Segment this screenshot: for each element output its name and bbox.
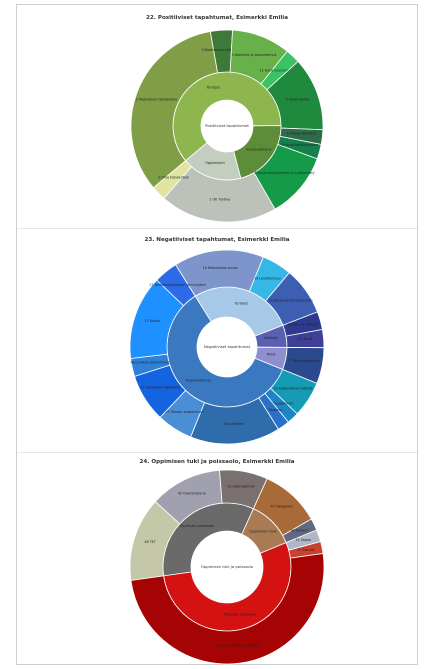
chart-2-outer-label: 28 Lyöminen	[223, 422, 244, 426]
chart-2-svg: 23. Negatiiviset tapahtumat, Esimerkki E…	[129, 237, 325, 445]
report-page	[16, 4, 418, 665]
chart-3-outer-label: 30 Lomaaikaan poissaolo	[217, 644, 259, 648]
chart-2-inner-label: Tunteet	[233, 301, 248, 305]
chart-1-outer-label: 2 Motivoinen työskentely	[136, 97, 177, 101]
chart-3-inner-label: Oppimisen tuki	[249, 529, 276, 533]
chart-2-outer-label: 17 Kiroilu	[145, 319, 161, 323]
chart-2-outer-label: 17 Tehtävien/ohjeiden laiminlyönti	[149, 283, 206, 287]
chart-2-outer-label: 20 Keskeytynyt oppiminen	[269, 298, 313, 302]
chart-3-outer-label: 46 TET	[144, 540, 156, 544]
chart-1-svg: 22. Positiiviset tapahtumat, Esimerkki E…	[130, 15, 324, 223]
chart-1-outer-label: 11 Hyvä vuorovaikutus	[259, 68, 297, 72]
chart-3-center-label: Oppimisen tuki ja poissaolo	[201, 564, 254, 569]
chart-1-plot: Tunteet Vuorovaikutus Oppiminen 2 Motivoine…	[130, 29, 324, 223]
chart-3-outer-label: 31 Sairaus	[297, 548, 315, 552]
chart-2-outer-label: 37 Sanallinen häiriköinti	[141, 386, 181, 390]
panel-divider-1	[17, 228, 417, 229]
chart-3-inner-label: Pidempi poissaolo	[224, 612, 256, 616]
chart-2-outer-segment	[156, 264, 196, 307]
chart-2-outer-label: 35 Toiseen koskeminen	[165, 410, 203, 414]
chart-2-outer-label: 18 Motivaation puute	[203, 266, 238, 270]
chart-3-outer-label: 44 Sairaus	[291, 529, 309, 533]
chart-2-inner-label: Muut	[267, 353, 277, 357]
chart-2-outer-label: 33 Epäasiallinen käytös	[274, 387, 313, 391]
chart-3-outer-label: 32 Jatko-opinnot	[227, 485, 255, 489]
chart-3-inner-label: Syyllinen poissaolo	[180, 524, 214, 528]
chart-1-outer-label: 8 Hyvä keskittyminen ja työskentely	[254, 171, 314, 175]
chart-2-inner-label: Vuorovaikutus	[185, 378, 211, 382]
chart-2-outer-label: 27 Muu tapahtuma	[288, 359, 319, 363]
chart-1-outer-segment	[130, 30, 219, 189]
chart-3-title: 24. Oppimisen tuki ja poissaolo, Esimerk…	[139, 459, 294, 465]
chart-2-plot: Tunteet Kiertely Muut Vuorovaikutus 18 Motiv…	[129, 249, 325, 445]
chart-1-outer-label: 5 Hyvä käytös	[286, 97, 310, 101]
chart-1-outer-label: 4 Itsetunto ja itsetuntemus	[232, 53, 277, 57]
chart-2-outer-label: 36 Luvaton poistuminen	[130, 361, 170, 365]
chart-1-inner-label: Vuorovaikutus	[246, 147, 272, 151]
chart-3-plot: Syyllinen poissaolo Oppimisen tuki Pidempi…	[129, 469, 325, 665]
chart-panel-1: 22. Positiiviset tapahtumat, Esimerkki E…	[17, 6, 417, 228]
chart-1-center-label: Positiiviset tapahtumat	[205, 123, 249, 128]
panel-divider-2	[17, 452, 417, 453]
chart-1-outer-label: 10 Hyvä keskittyminen	[280, 143, 318, 147]
chart-2-outer-label: 19 Levottomuus	[254, 277, 281, 281]
chart-1-outer-label: 3 Oma työskentely	[158, 176, 189, 180]
chart-1-outer-segment	[152, 160, 193, 199]
chart-2-outer-label: 34 Tappelu	[264, 408, 282, 412]
chart-panel-3: 24. Oppimisen tuki ja poissaolo, Esimerk…	[17, 453, 417, 665]
chart-3-outer-label: 41 Vapaa	[296, 538, 311, 542]
chart-2-outer-label: 21 Muut	[298, 337, 312, 341]
chart-3-outer-label: 45 Osaministerio	[178, 492, 206, 496]
chart-3-outer-segment	[130, 553, 325, 665]
chart-3-outer-label: 43 Tukiopetus	[270, 505, 293, 509]
chart-1-title: 22. Positiiviset tapahtumat, Esimerkki E…	[146, 15, 288, 21]
chart-2-inner-label: Kiertely	[264, 336, 279, 340]
chart-1-inner-label: Oppiminen	[205, 161, 225, 165]
chart-1-outer-label: 3 Myönteinen työskentely	[201, 48, 244, 52]
chart-1-inner-label: Tunteet	[205, 85, 220, 89]
chart-2-title: 23. Negatiiviset tapahtumat, Esimerkki E…	[144, 237, 289, 243]
chart-2-outer-label: 36 Kiusaaminen	[267, 402, 294, 406]
chart-2-center-label: Negatiiviset tapahtumat	[204, 344, 251, 349]
chart-1-outer-label: 12 Hyvä yhteistyö	[287, 132, 317, 136]
chart-1-outer-label: 1 OK Tuntiva	[209, 198, 230, 202]
chart-2-outer-label: Kiertely ja välttely	[288, 323, 318, 327]
chart-panel-2: 23. Negatiiviset tapahtumat, Esimerkki E…	[17, 229, 417, 451]
chart-3-svg: 24. Oppimisen tuki ja poissaolo, Esimerk…	[129, 459, 325, 665]
